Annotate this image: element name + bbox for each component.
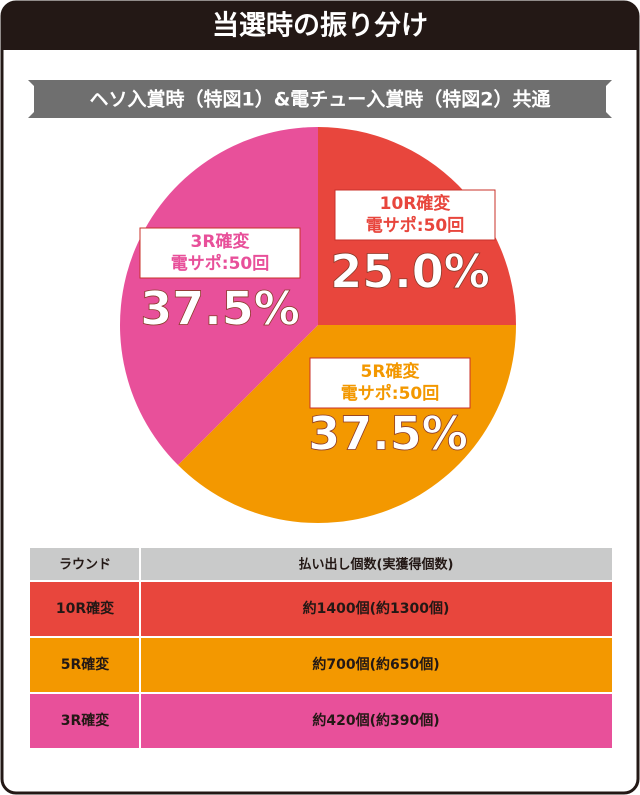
- subtitle-banner: [28, 80, 612, 118]
- table-row-bg: [30, 694, 612, 748]
- title-bar: [2, 2, 638, 50]
- pie-slice: [119, 127, 318, 466]
- label-box: [139, 227, 301, 279]
- value-label: 25.0%: [330, 245, 490, 299]
- slice-sublabel: 電サポ:50回: [171, 253, 269, 274]
- table-cell: 5R確変: [61, 656, 110, 673]
- table-header: ラウンド: [59, 558, 111, 573]
- table-cell: 約1400個(約1300個): [303, 600, 450, 617]
- table-cell: 3R確変: [61, 712, 110, 729]
- table-cell: 約420個(約390個): [312, 712, 439, 729]
- slice-label: 10R確変: [380, 193, 451, 214]
- table-header: 払い出し個数(実獲得個数): [299, 557, 454, 573]
- table-row-bg: [30, 638, 612, 692]
- slice-label: 5R確変: [361, 361, 420, 382]
- slice-label: 3R確変: [191, 231, 250, 252]
- table-header-bg: [30, 548, 612, 580]
- label-box: [334, 189, 496, 241]
- slice-sublabel: 電サポ:50回: [341, 383, 439, 404]
- table-row-bg: [30, 582, 612, 636]
- title: 当選時の振り分け: [212, 11, 428, 42]
- slice-sublabel: 電サポ:50回: [366, 215, 464, 236]
- subtitle: ヘソ入賞時（特図1）&電チュー入賞時（特図2）共通: [89, 88, 551, 111]
- label-box: [309, 357, 471, 409]
- value-label: 37.5%: [308, 407, 468, 461]
- table-cell: 約700個(約650個): [312, 656, 439, 673]
- table-cell: 10R確変: [56, 600, 114, 617]
- value-label: 37.5%: [140, 282, 300, 336]
